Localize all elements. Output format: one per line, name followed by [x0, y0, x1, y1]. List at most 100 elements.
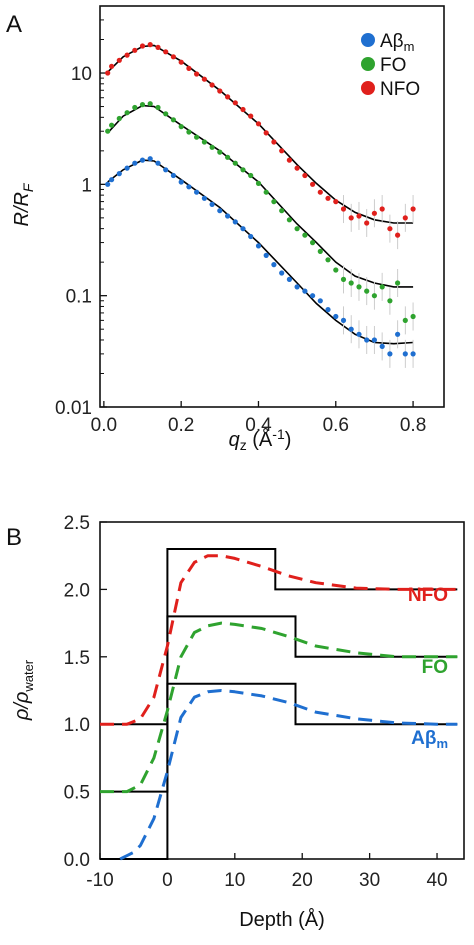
point-nfo — [109, 63, 115, 69]
legend-label-fo: FO — [380, 55, 406, 76]
panel-a-label: A — [6, 11, 22, 38]
panel-a-x-tick-label: 0.0 — [91, 415, 117, 436]
point-fo — [201, 139, 207, 145]
point-a-m — [232, 219, 238, 225]
point-a-m — [410, 351, 416, 357]
point-nfo — [217, 88, 223, 94]
panel-b-x-tick-label: 10 — [224, 870, 245, 891]
point-fo — [217, 149, 223, 155]
point-fo — [410, 313, 416, 320]
panel-b-y-tick-label: 2.5 — [64, 513, 90, 534]
panel-b-lines — [100, 548, 458, 861]
panel-a-y-tick-label: 10 — [71, 64, 92, 85]
point-fo — [240, 167, 246, 173]
panel-b-y-tick-label: 1.5 — [64, 648, 90, 669]
point-nfo — [263, 130, 269, 136]
point-a-m — [387, 351, 393, 357]
panel-b-frame — [99, 521, 465, 860]
point-nfo — [194, 71, 200, 77]
point-a-m — [201, 195, 207, 201]
point-fo — [109, 122, 115, 128]
point-nfo — [116, 57, 122, 63]
panel-b-label: B — [6, 524, 22, 551]
point-fo — [178, 124, 184, 130]
legend-dot-nfo — [361, 81, 375, 95]
point-a-m — [317, 298, 323, 304]
point-fo — [194, 134, 200, 140]
fit-line-nfo — [107, 44, 414, 224]
step-profile-nfo — [100, 548, 458, 726]
point-nfo — [132, 47, 138, 53]
panel-b-ticks: -10 0 10 20 30 40 0.0 0.5 1.0 1.5 2.0 2.5 — [64, 513, 448, 891]
panel-a-x-tick-label: 0.6 — [323, 415, 349, 436]
panel-a-y-tick-label: 1 — [81, 175, 92, 196]
point-fo — [310, 240, 316, 246]
panel-a-x-tick-label: 0.2 — [168, 415, 194, 436]
point-nfo — [225, 94, 231, 100]
point-a-m — [240, 226, 246, 232]
point-fo — [139, 102, 146, 108]
point-fo — [132, 104, 138, 111]
point-fo — [271, 199, 277, 205]
panel-b-tag-nfo: NFO — [408, 585, 448, 606]
point-nfo — [325, 195, 331, 201]
panel-b-x-tick-label: 40 — [426, 870, 447, 891]
point-nfo — [124, 52, 130, 58]
point-fo — [364, 288, 370, 294]
point-a-m — [402, 351, 408, 357]
panel-b-y-tick-label: 0.5 — [64, 783, 90, 804]
point-fo — [302, 232, 308, 238]
point-fo — [124, 110, 130, 116]
point-fo — [286, 217, 292, 223]
point-nfo — [255, 121, 262, 127]
point-fo — [371, 293, 377, 299]
point-fo — [333, 267, 339, 273]
fit-line-a — [107, 159, 414, 345]
point-nfo — [348, 215, 354, 221]
panel-a-ticks: 0.0 0.2 0.4 0.6 0.8 0.01 0.1 1 10 — [55, 5, 426, 436]
point-nfo — [155, 44, 161, 51]
panel-a-y-tick-label: 0.01 — [55, 398, 92, 419]
step-profile-a-m — [100, 682, 458, 860]
point-a-m — [263, 252, 269, 258]
point-nfo — [379, 206, 385, 212]
point-fo — [116, 115, 122, 122]
point-fo — [402, 317, 408, 323]
point-a-m — [194, 189, 200, 195]
legend-label-nfo: NFO — [380, 79, 420, 100]
point-nfo — [232, 100, 238, 106]
point-a-m — [248, 233, 254, 240]
point-a-m — [209, 201, 215, 207]
point-nfo — [310, 181, 316, 187]
point-nfo — [340, 206, 347, 212]
point-fo — [225, 154, 231, 160]
point-nfo — [186, 65, 192, 71]
smooth-profile-a-m — [119, 689, 458, 861]
point-nfo — [105, 70, 111, 76]
point-nfo — [178, 59, 184, 65]
point-a-m — [255, 243, 262, 249]
legend-dot-abeta — [361, 33, 375, 47]
point-a-m — [325, 307, 331, 313]
point-nfo — [147, 42, 153, 48]
panel-b-x-tick-label: -10 — [86, 870, 113, 891]
panel-a-y-label: R/RF — [11, 182, 36, 226]
fit-line-fo — [107, 104, 414, 288]
point-a-m — [178, 179, 184, 185]
point-nfo — [248, 113, 254, 119]
point-fo — [294, 226, 300, 232]
point-nfo — [387, 226, 393, 232]
point-a-m — [116, 171, 122, 177]
point-a-m — [139, 157, 146, 163]
point-nfo — [294, 165, 300, 171]
point-a-m — [364, 337, 370, 343]
panel-b-tag-abeta: Aβm — [411, 728, 448, 751]
point-nfo — [364, 220, 370, 226]
point-a-m — [132, 160, 138, 166]
point-a-m — [225, 213, 231, 219]
point-nfo — [271, 139, 277, 145]
panel-b-tag-fo: FO — [422, 657, 448, 678]
panel-a-x-tick-label: 0.4 — [245, 415, 272, 436]
point-fo — [379, 284, 385, 290]
point-fo — [186, 129, 192, 135]
